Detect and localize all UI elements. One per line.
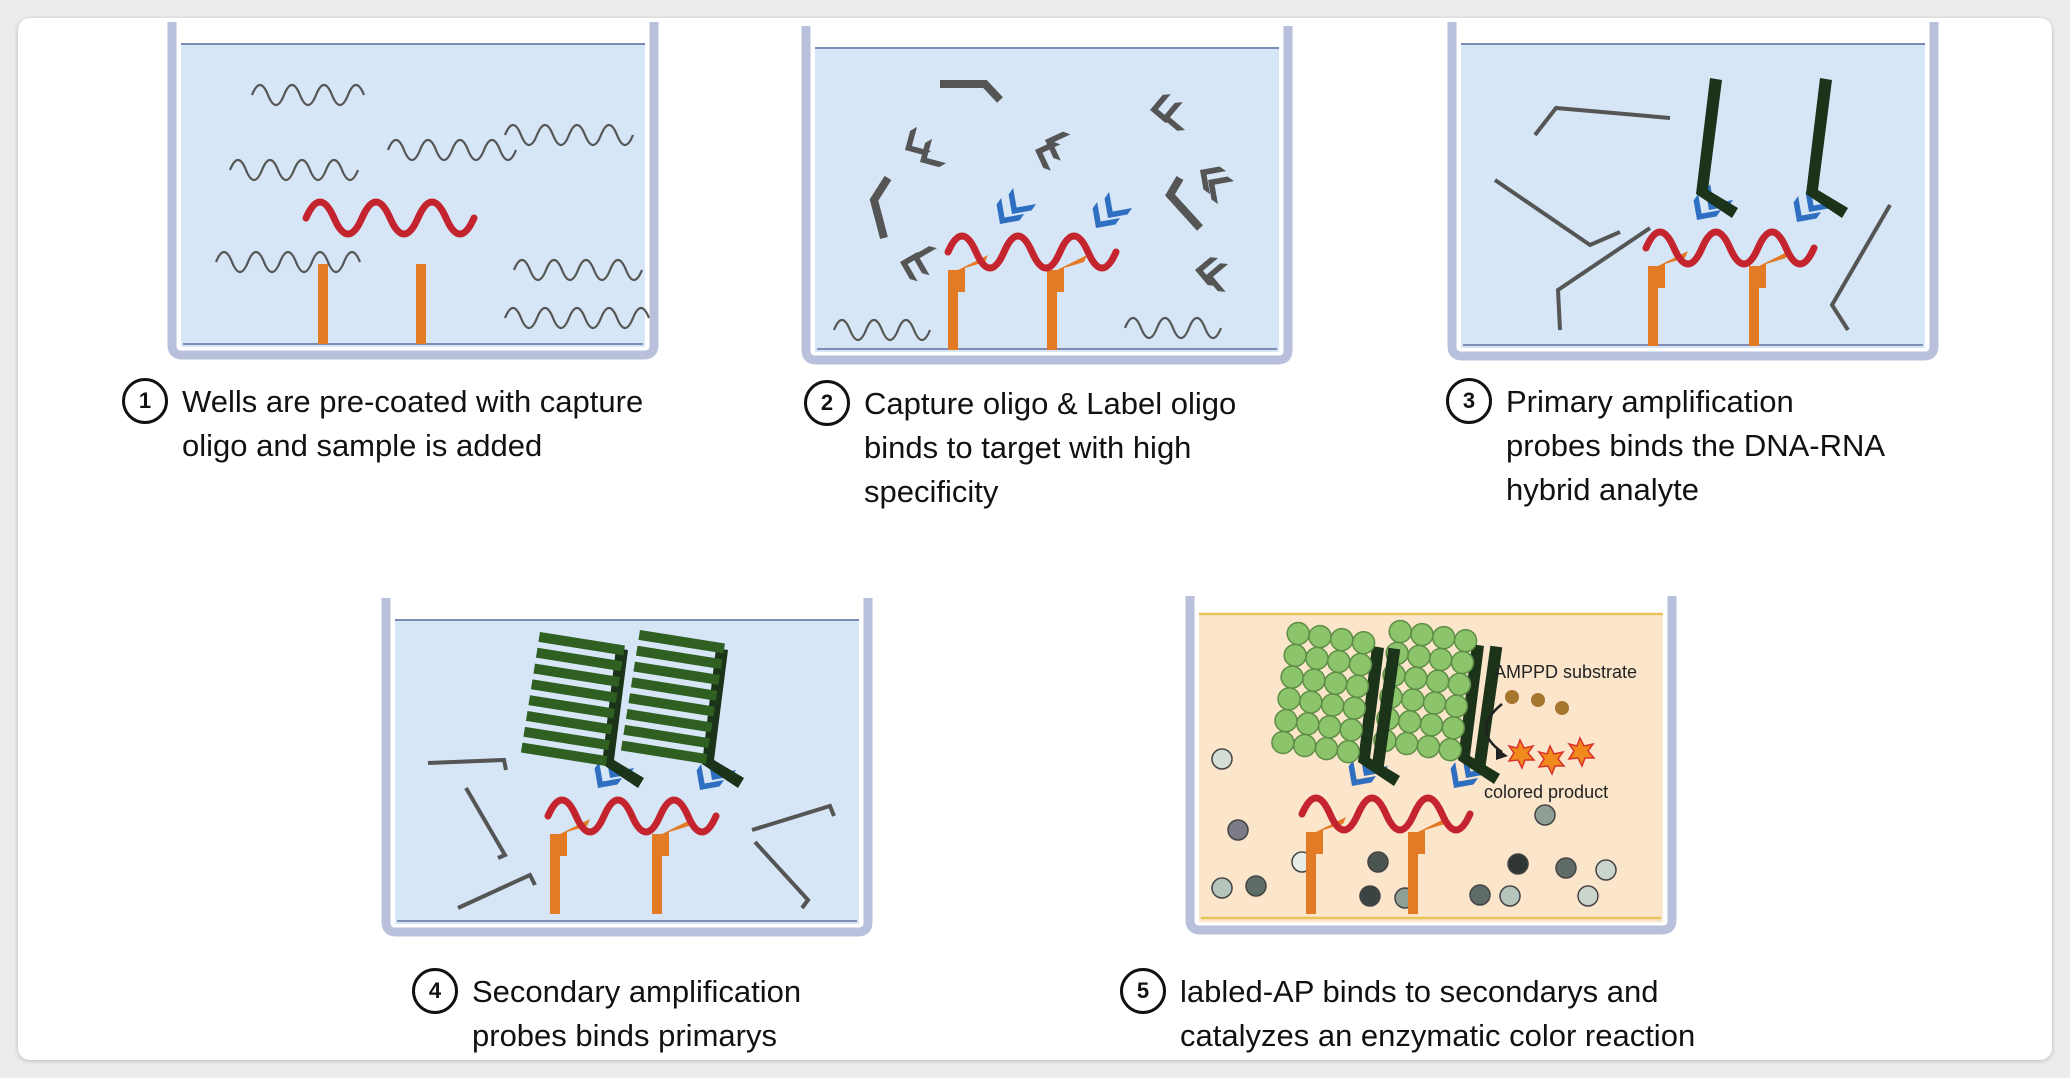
well-3: [1447, 22, 1939, 361]
capture-complex: [944, 187, 1133, 350]
well-wall: [1447, 22, 1939, 361]
step-1-caption: 1 Wells are pre-coated with capture olig…: [122, 378, 644, 468]
well-4: [381, 598, 873, 937]
primary-probe: [1696, 78, 1848, 218]
step-number: 4: [412, 968, 458, 1014]
well-wall: [801, 26, 1293, 365]
capture-oligo: [416, 264, 426, 344]
free-primary-probes: [1493, 105, 1892, 332]
step-2-caption: 2 Capture oligo & Label oligo binds to t…: [804, 380, 1237, 514]
well-1: [167, 22, 659, 360]
free-secondary-probes: [427, 757, 836, 910]
caption-line: Wells are pre-coated with capture: [182, 384, 644, 419]
secondary-probe: [520, 630, 725, 766]
caption-line: probes binds the DNA-RNA: [1506, 428, 1886, 463]
caption-line: Primary amplification: [1506, 384, 1794, 419]
well-liquid: [1461, 44, 1925, 348]
step-number: 1: [122, 378, 168, 424]
product-stars: [1507, 736, 1596, 776]
substrate-dots: [1505, 690, 1569, 715]
caption-line: probes binds primarys: [472, 1018, 777, 1053]
free-capture-extenders: [869, 80, 1203, 240]
step-number: 2: [804, 380, 850, 426]
well-wall: [381, 598, 873, 937]
caption-line: hybrid analyte: [1506, 472, 1700, 507]
well-wall: [1185, 596, 1677, 935]
target-rna: [944, 232, 1120, 272]
caption-line: binds to target with high: [864, 430, 1192, 465]
well-2: [801, 26, 1293, 365]
caption-line: catalyzes an enzymatic color reaction: [1180, 1018, 1696, 1053]
capture-complex: [1642, 78, 1848, 346]
substrate-label: AMPPD substrate: [1494, 662, 1637, 682]
caption-line: labled-AP binds to secondarys and: [1180, 974, 1659, 1009]
reaction-arrow: [1484, 703, 1503, 754]
target-rna: [302, 198, 478, 238]
well-wall: [167, 22, 659, 360]
step-number: 3: [1446, 378, 1492, 424]
well-5: AMPPD substrate colored product: [1185, 596, 1677, 935]
step-5-caption: 5 labled-AP binds to secondarys and cata…: [1120, 968, 1696, 1058]
sample-strands: [214, 83, 651, 330]
caption-line: specificity: [864, 474, 999, 509]
caption-line: oligo and sample is added: [182, 428, 543, 463]
caption-line: Capture oligo & Label oligo: [864, 386, 1237, 421]
capture-complex: [520, 630, 744, 914]
product-label: colored product: [1484, 782, 1608, 802]
step-3-caption: 3 Primary amplification probes binds the…: [1446, 378, 1886, 512]
well-liquid: [181, 44, 645, 347]
caption-line: Secondary amplification: [472, 974, 802, 1009]
step-number: 5: [1120, 968, 1166, 1014]
capture-oligo: [318, 264, 328, 344]
capture-complex: [1298, 644, 1500, 914]
step-4-caption: 4 Secondary amplification probes binds p…: [412, 968, 802, 1058]
background-particles: [1211, 748, 1617, 909]
